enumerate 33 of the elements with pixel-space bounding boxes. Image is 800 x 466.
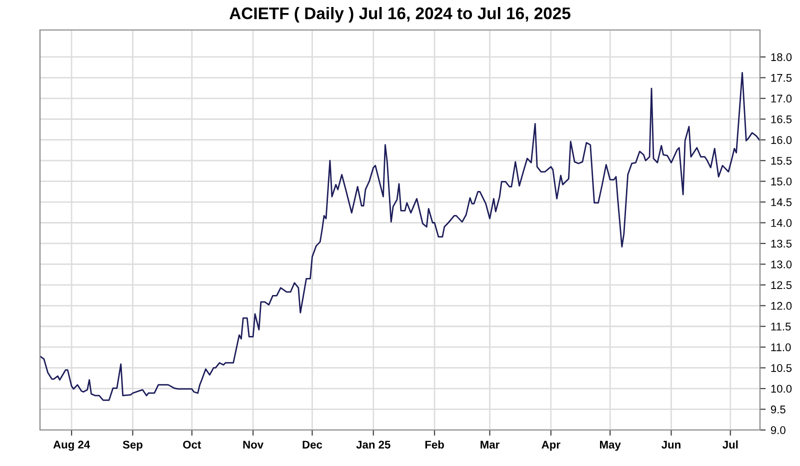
y-tick-label: 18.0 — [771, 53, 792, 62]
x-tick-label: Jan 25 — [356, 440, 390, 449]
y-tick-label: 9.0 — [770, 426, 786, 434]
line-series — [40, 72, 760, 401]
y-tick-label: 10.5 — [771, 364, 792, 372]
y-tick-label: 15.0 — [771, 178, 792, 186]
y-tick-label: 14.0 — [771, 219, 792, 227]
y-tick-label: 14.5 — [771, 198, 792, 206]
x-tick-label: Sep — [122, 440, 142, 451]
y-tick-label: 13.0 — [771, 260, 792, 268]
chart-title: ACIETF ( Daily ) Jul 16, 2024 to Jul 16, 2025 — [230, 6, 570, 23]
x-tick-label: May — [600, 440, 621, 451]
y-tick-label: 16.0 — [771, 136, 792, 144]
x-tick-label: Feb — [425, 440, 444, 449]
x-tick-label: Aug 24 — [53, 440, 90, 451]
y-tick-label: 17.5 — [771, 74, 792, 82]
y-tick-label: 12.5 — [771, 281, 792, 290]
y-tick-label: 13.5 — [771, 240, 792, 248]
y-tick-label: 15.5 — [771, 156, 792, 165]
y-tick-label: 11.5 — [771, 322, 791, 331]
x-tick-label: Apr — [542, 440, 560, 451]
x-tick-label: Mar — [480, 440, 500, 449]
y-tick-label: 17.0 — [771, 94, 792, 103]
x-tick-label: Jul — [722, 440, 738, 449]
y-tick-label: 10.0 — [771, 384, 792, 393]
y-tick-label: 12.0 — [771, 302, 792, 310]
x-tick-label: Nov — [243, 440, 264, 449]
x-tick-label: Dec — [302, 440, 322, 449]
x-tick-label: Oct — [183, 440, 202, 449]
y-tick-label: 16.5 — [771, 115, 792, 124]
y-tick-label: 9.5 — [770, 406, 786, 414]
x-tick-label: Jun — [662, 440, 680, 449]
y-tick-label: 11.0 — [771, 343, 791, 352]
